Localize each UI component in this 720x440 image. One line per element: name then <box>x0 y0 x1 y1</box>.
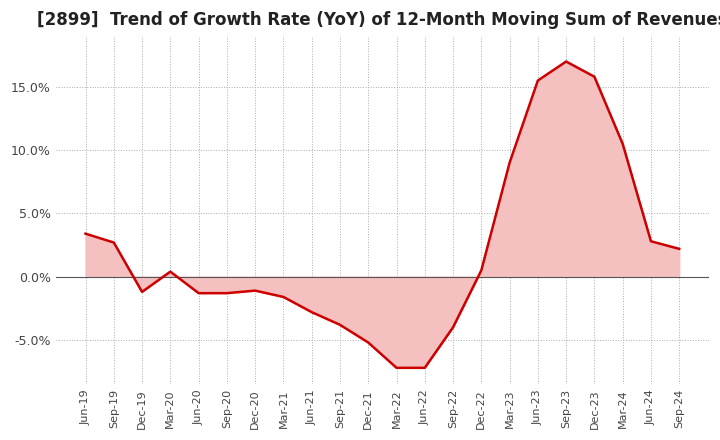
Title: [2899]  Trend of Growth Rate (YoY) of 12-Month Moving Sum of Revenues: [2899] Trend of Growth Rate (YoY) of 12-… <box>37 11 720 29</box>
